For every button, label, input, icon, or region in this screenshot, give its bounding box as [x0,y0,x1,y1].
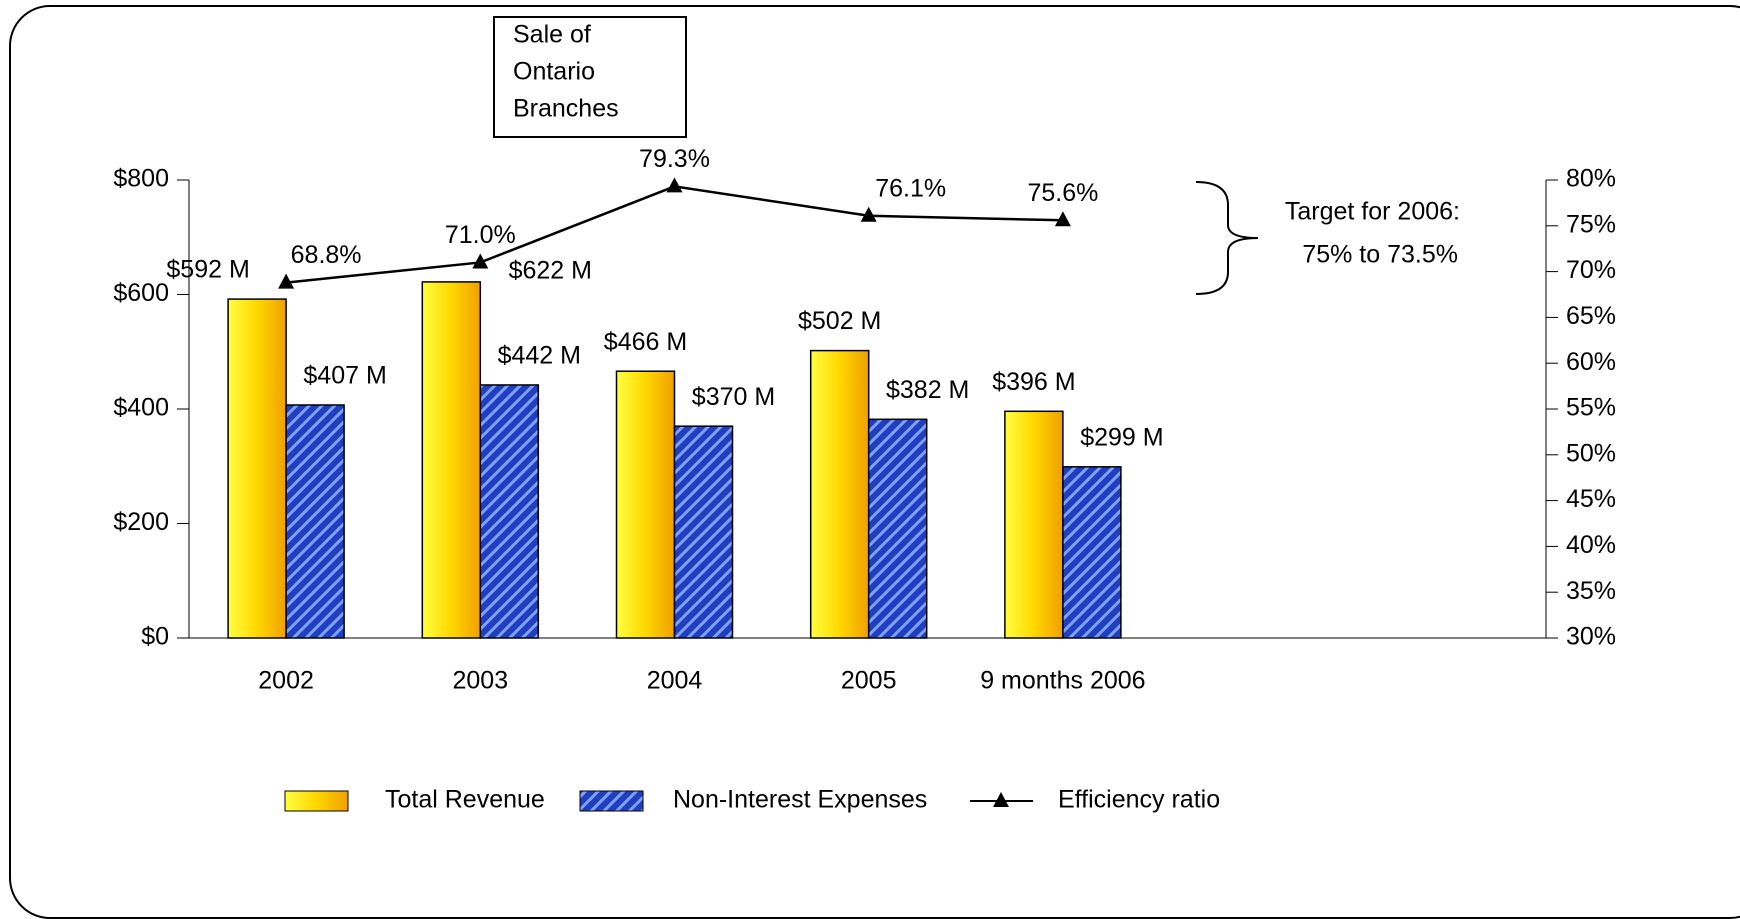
y2-tick-label: 35% [1566,577,1616,605]
legend-swatch [579,790,644,812]
data-label: 79.3% [639,145,710,173]
y2-tick-label: 55% [1566,394,1616,422]
data-label: $466 M [604,328,687,356]
bar [673,425,734,639]
frame [9,5,1740,919]
y2-tick-label: 70% [1566,256,1616,284]
legend-swatch [284,790,349,812]
y2-tick-label: 45% [1566,485,1616,513]
y2-tick-label: 80% [1566,165,1616,193]
x-tick-label: 2005 [841,667,897,695]
y-tick-label: $0 [141,623,169,651]
bar [1062,466,1122,639]
annotation: Ontario [513,58,595,86]
y2-tick-label: 50% [1566,439,1616,467]
x-tick-label: 2003 [452,667,508,695]
data-label: $299 M [1080,423,1163,451]
annotation: Branches [513,95,619,123]
y-tick-label: $400 [113,394,169,422]
y-tick-label: $800 [113,165,169,193]
data-label: $502 M [798,307,881,335]
line-marker [860,206,877,222]
y-tick-label: $600 [113,279,169,307]
brace [1195,181,1259,295]
data-label: $592 M [166,256,249,284]
y2-tick-label: 65% [1566,302,1616,330]
data-label: $396 M [992,368,1075,396]
y2-tick-label: 40% [1566,531,1616,559]
annotation-box [493,16,687,138]
annotation: Target for 2006: [1285,198,1460,226]
bar [421,281,482,639]
y-tick-label: $200 [113,508,169,536]
data-label: 76.1% [875,174,946,202]
bar [285,404,345,639]
bar [1004,410,1064,639]
data-label: 71.0% [445,221,516,249]
data-label: $382 M [886,376,969,404]
bar [227,298,287,639]
legend-swatch [993,792,1009,807]
annotation: Sale of [513,21,591,49]
data-label: 75.6% [1027,179,1098,207]
data-label: $622 M [509,257,592,285]
data-label: 68.8% [291,241,362,269]
legend-label: Non-Interest Expenses [673,786,927,814]
data-label: $370 M [692,383,775,411]
line-marker [1054,211,1071,227]
line-marker [472,253,489,269]
bar [809,349,870,639]
x-tick-label: 2004 [647,667,703,695]
y2-tick-label: 30% [1566,623,1616,651]
legend-label: Efficiency ratio [1058,786,1220,814]
legend-label: Total Revenue [385,786,545,814]
bar [867,418,928,639]
y2-tick-label: 60% [1566,348,1616,376]
line-marker [666,177,683,193]
x-tick-label: 9 months 2006 [980,667,1145,695]
annotation: 75% to 73.5% [1302,241,1458,269]
y2-tick-label: 75% [1566,210,1616,238]
line-marker [278,273,295,289]
line [285,185,1063,284]
bar [479,384,540,639]
bar [615,370,676,639]
data-label: $407 M [303,362,386,390]
x-tick-label: 2002 [258,667,314,695]
data-label: $442 M [498,342,581,370]
